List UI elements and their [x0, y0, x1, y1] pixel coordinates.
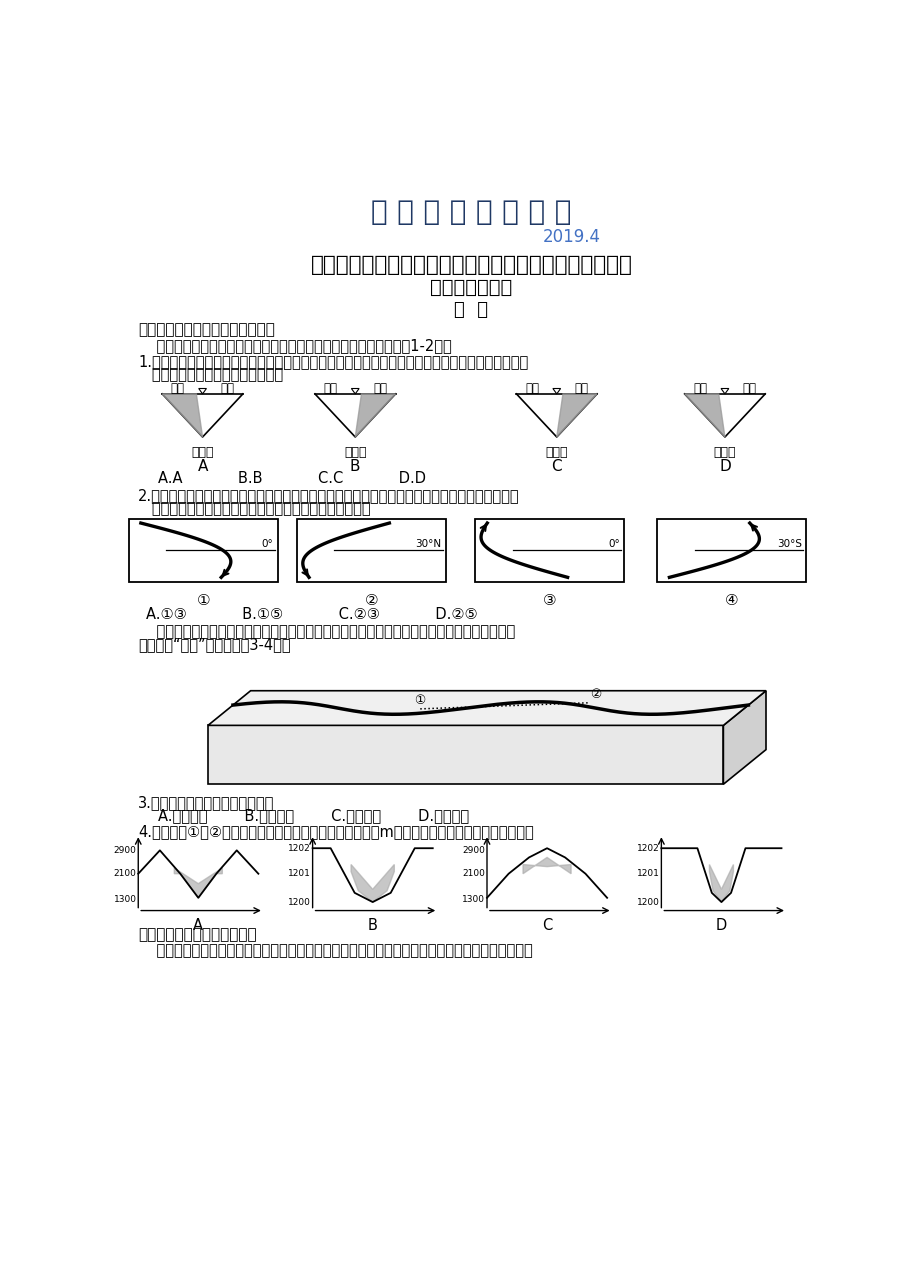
Text: 地  理: 地 理 — [454, 302, 488, 320]
Text: 30°N: 30°N — [414, 539, 441, 549]
Text: B: B — [368, 919, 377, 934]
Polygon shape — [552, 389, 560, 394]
Bar — [657, 519, 805, 582]
Text: 南半球: 南半球 — [191, 446, 213, 459]
Text: 2100: 2100 — [462, 869, 485, 878]
Text: A.向斜成谷        B.断裂下陷        C.流水侵蚀        D.风力侵蚀: A.向斜成谷 B.断裂下陷 C.流水侵蚀 D.风力侵蚀 — [157, 808, 469, 823]
Text: 1.下图中，由于地转偏向力的影响，造成平直河道两岸冲刷与堆积的差异（阴影部分为堆积物），若: 1.下图中，由于地转偏向力的影响，造成平直河道两岸冲刷与堆积的差异（阴影部分为堆… — [138, 354, 528, 369]
Polygon shape — [556, 394, 596, 437]
Text: D: D — [719, 459, 730, 474]
Text: 北岸: 北岸 — [525, 382, 539, 395]
Text: 北岸: 北岸 — [692, 382, 707, 395]
Text: ④: ④ — [724, 592, 738, 608]
Polygon shape — [351, 389, 358, 394]
Polygon shape — [174, 868, 222, 898]
Text: ①: ① — [197, 592, 210, 608]
Text: 们称之为“蛇曲”。读图完成3-4题。: 们称之为“蛇曲”。读图完成3-4题。 — [138, 637, 290, 652]
Polygon shape — [709, 865, 732, 902]
Text: 1201: 1201 — [288, 869, 311, 878]
Text: 1200: 1200 — [636, 898, 659, 907]
Text: D: D — [715, 919, 726, 934]
Text: C: C — [550, 459, 562, 474]
Text: 30°S: 30°S — [776, 539, 801, 549]
Text: 北半球: 北半球 — [344, 446, 366, 459]
Text: 0°: 0° — [607, 539, 619, 549]
Text: ②: ② — [589, 688, 601, 701]
Text: 西藏拉鲁湿地是世界上海拔最高的的城市湿地。它位于拉萨市的西北角，为典型的青藏高原湿地，: 西藏拉鲁湿地是世界上海拔最高的的城市湿地。它位于拉萨市的西北角，为典型的青藏高原… — [138, 943, 532, 958]
Text: 南半球: 南半球 — [545, 446, 567, 459]
Bar — [475, 519, 623, 582]
Polygon shape — [684, 394, 724, 437]
Text: 2900: 2900 — [462, 846, 485, 855]
Text: ③: ③ — [542, 592, 556, 608]
Text: 南岸: 南岸 — [171, 382, 185, 395]
Text: 能力提升训练卷: 能力提升训练卷 — [430, 279, 512, 297]
Text: C: C — [541, 919, 551, 934]
Text: 河流由西向东流，则正确的图示是: 河流由西向东流，则正确的图示是 — [138, 367, 283, 382]
Text: A.①③            B.①⑤            C.②③            D.②⑤: A.①③ B.①⑤ C.②③ D.②⑤ — [146, 608, 477, 622]
Text: 1202: 1202 — [636, 843, 659, 852]
Text: 北岸: 北岸 — [221, 382, 234, 395]
Text: 一．地转偏向力对河流地貌的影响: 一．地转偏向力对河流地貌的影响 — [138, 322, 275, 338]
Text: B: B — [349, 459, 360, 474]
Text: 入海处形成河口三角洲。与河流位置和流向相吸合的图是: 入海处形成河口三角洲。与河流位置和流向相吸合的图是 — [138, 501, 370, 516]
Text: 1300: 1300 — [114, 896, 137, 905]
Text: 蛇曲之美，既有温婉轻柔，也有恢宏磅碘。下图表示绕旋在内蒙古草原间的河流弯曲景象，我: 蛇曲之美，既有温婉轻柔，也有恢宏磅碘。下图表示绕旋在内蒙古草原间的河流弯曲景象，… — [138, 624, 515, 640]
Polygon shape — [355, 394, 395, 437]
Text: ①: ① — [414, 694, 425, 707]
Text: 2019.4: 2019.4 — [542, 228, 601, 246]
Polygon shape — [162, 394, 202, 437]
Bar — [129, 519, 278, 582]
Text: 1300: 1300 — [462, 896, 485, 905]
Text: 新 版 地 理 精 品 资 料: 新 版 地 理 精 品 资 料 — [371, 197, 571, 225]
Polygon shape — [208, 691, 766, 725]
Text: 0°: 0° — [261, 539, 273, 549]
Bar — [297, 519, 446, 582]
Text: 河南省新乡市高三上学期第一次模拟考试地理试题及答案: 河南省新乡市高三上学期第一次模拟考试地理试题及答案 — [311, 255, 631, 275]
Text: 3.造成图中河流形态的主要因素是: 3.造成图中河流形态的主要因素是 — [138, 795, 275, 810]
Text: 南岸: 南岸 — [323, 382, 337, 395]
Text: 1200: 1200 — [288, 898, 311, 907]
Polygon shape — [351, 865, 394, 902]
Text: 1202: 1202 — [288, 843, 311, 852]
Polygon shape — [199, 389, 206, 394]
Text: 2.一条东西流向的河流，其上游南岸冲刷厉害，而北岸有沙洲形成，其下游则北岸冲刷厉害，南岸: 2.一条东西流向的河流，其上游南岸冲刷厉害，而北岸有沙洲形成，其下游则北岸冲刷厉… — [138, 488, 519, 503]
Text: 南岸: 南岸 — [742, 382, 756, 395]
Text: A: A — [198, 459, 208, 474]
Text: 二．湿地问题及其可持续发展: 二．湿地问题及其可持续发展 — [138, 927, 256, 943]
Text: 4.下图中由①至②的地形剖面图（纵坐标表示海拔，单位：m，阴影区为泥沙沉积物）最可能的是: 4.下图中由①至②的地形剖面图（纵坐标表示海拔，单位：m，阴影区为泥沙沉积物）最… — [138, 824, 533, 840]
Text: 北半球: 北半球 — [713, 446, 735, 459]
Polygon shape — [720, 389, 728, 394]
Text: 北岸: 北岸 — [372, 382, 387, 395]
Text: 南岸: 南岸 — [574, 382, 588, 395]
Polygon shape — [523, 857, 571, 874]
Text: 地球自转产生的地转偏向力对河流两岸的影响非常显著。据图回答1-2题。: 地球自转产生的地转偏向力对河流两岸的影响非常显著。据图回答1-2题。 — [138, 338, 451, 353]
Text: A.A            B.B            C.C            D.D: A.A B.B C.C D.D — [157, 471, 425, 485]
Polygon shape — [722, 691, 766, 785]
Text: 2900: 2900 — [114, 846, 137, 855]
Text: 2100: 2100 — [114, 869, 137, 878]
Text: A: A — [193, 919, 203, 934]
Text: 1201: 1201 — [636, 869, 659, 878]
Polygon shape — [208, 725, 722, 785]
Text: ②: ② — [364, 592, 378, 608]
